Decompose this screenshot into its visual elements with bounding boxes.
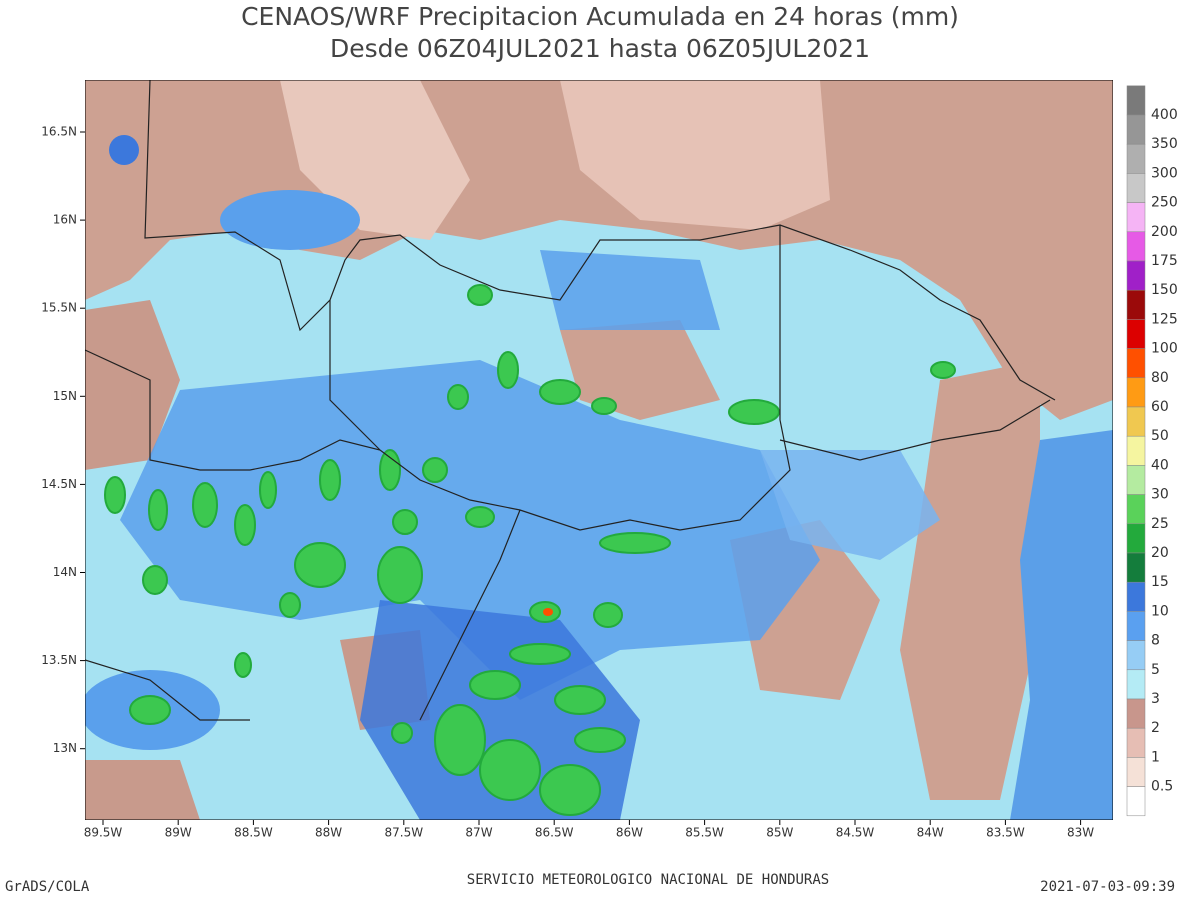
lon-label: 85.5W [685, 826, 724, 840]
colorbar-box [1126, 406, 1146, 437]
colorbar-label: 125 [1151, 311, 1178, 327]
colorbar-label: 0.5 [1151, 779, 1173, 795]
colorbar-label: 50 [1151, 428, 1169, 444]
lon-label: 86W [616, 826, 643, 840]
colorbar-label: 60 [1151, 399, 1169, 415]
colorbar-label: 3 [1151, 691, 1160, 707]
lat-label: 16N [53, 213, 77, 227]
lon-label: 86.5W [535, 826, 574, 840]
colorbar-box [1126, 727, 1146, 758]
colorbar-box [1126, 231, 1146, 262]
colorbar-label: 15 [1151, 574, 1169, 590]
lon-label: 89W [165, 826, 192, 840]
colorbar-box [1126, 377, 1146, 408]
colorbar-box [1126, 173, 1146, 203]
colorbar-box [1126, 202, 1146, 233]
lat-label: 15N [53, 389, 77, 403]
colorbar-label: 20 [1151, 545, 1169, 561]
colorbar-box [1126, 260, 1146, 291]
lon-label: 89.5W [84, 826, 123, 840]
colorbar-box [1126, 552, 1146, 583]
colorbar-label: 150 [1151, 282, 1178, 298]
lat-label: 14.5N [41, 477, 77, 491]
colorbar-box [1126, 581, 1146, 612]
colorbar-box [1126, 640, 1146, 671]
colorbar-label: 5 [1151, 662, 1160, 678]
colorbar-box [1126, 523, 1146, 554]
lon-label: 84.5W [836, 826, 875, 840]
colorbar-box [1126, 611, 1146, 641]
colorbar-label: 300 [1151, 165, 1178, 181]
lon-label: 87.5W [385, 826, 424, 840]
colorbar-box [1126, 669, 1146, 700]
colorbar-box [1126, 114, 1146, 145]
colorbar-label: 10 [1151, 603, 1169, 619]
colorbar-label: 25 [1151, 516, 1169, 532]
colorbar-box [1126, 757, 1146, 787]
lon-label: 85W [766, 826, 793, 840]
colorbar-label: 30 [1151, 487, 1169, 503]
colorbar-label: 1 [1151, 749, 1160, 765]
lat-label: 13.5N [41, 653, 77, 667]
title-line-2: Desde 06Z04JUL2021 hasta 06Z05JUL2021 [330, 34, 870, 63]
colorbar-box [1126, 319, 1146, 349]
colorbar-box [1126, 786, 1146, 817]
colorbar-label: 80 [1151, 370, 1169, 386]
footer-center: SERVICIO METEOROLOGICO NACIONAL DE HONDU… [467, 872, 829, 888]
colorbar-label: 100 [1151, 341, 1178, 357]
precipitation-field [85, 80, 1113, 820]
footer-right: 2021-07-03-09:39 [1040, 879, 1175, 895]
colorbar-label: 200 [1151, 224, 1178, 240]
colorbar-box [1126, 698, 1146, 729]
lat-label: 13N [53, 741, 77, 755]
lon-label: 84W [917, 826, 944, 840]
title-line-1: CENAOS/WRF Precipitacion Acumulada en 24… [241, 2, 959, 31]
lat-label: 16.5N [41, 125, 77, 139]
colorbar-label: 8 [1151, 633, 1160, 649]
colorbar-label: 250 [1151, 195, 1178, 211]
footer-left: GrADS/COLA [5, 879, 90, 895]
colorbar-label: 40 [1151, 457, 1169, 473]
colorbar-label: 175 [1151, 253, 1178, 269]
colorbar-box [1126, 435, 1146, 466]
colorbar-box [1126, 465, 1146, 495]
lon-label: 88W [315, 826, 342, 840]
colorbar-box [1126, 85, 1146, 116]
lon-label: 83.5W [986, 826, 1025, 840]
colorbar-label: 350 [1151, 136, 1178, 152]
colorbar-label: 2 [1151, 720, 1160, 736]
lon-label: 87W [465, 826, 492, 840]
lon-label: 88.5W [234, 826, 273, 840]
colorbar-box [1126, 289, 1146, 320]
colorbar-label: 400 [1151, 107, 1178, 123]
colorbar-box [1126, 348, 1146, 379]
lon-label: 83W [1067, 826, 1094, 840]
colorbar-box [1126, 143, 1146, 174]
lat-label: 15.5N [41, 301, 77, 315]
lat-label: 14N [53, 565, 77, 579]
colorbar-box [1126, 494, 1146, 525]
